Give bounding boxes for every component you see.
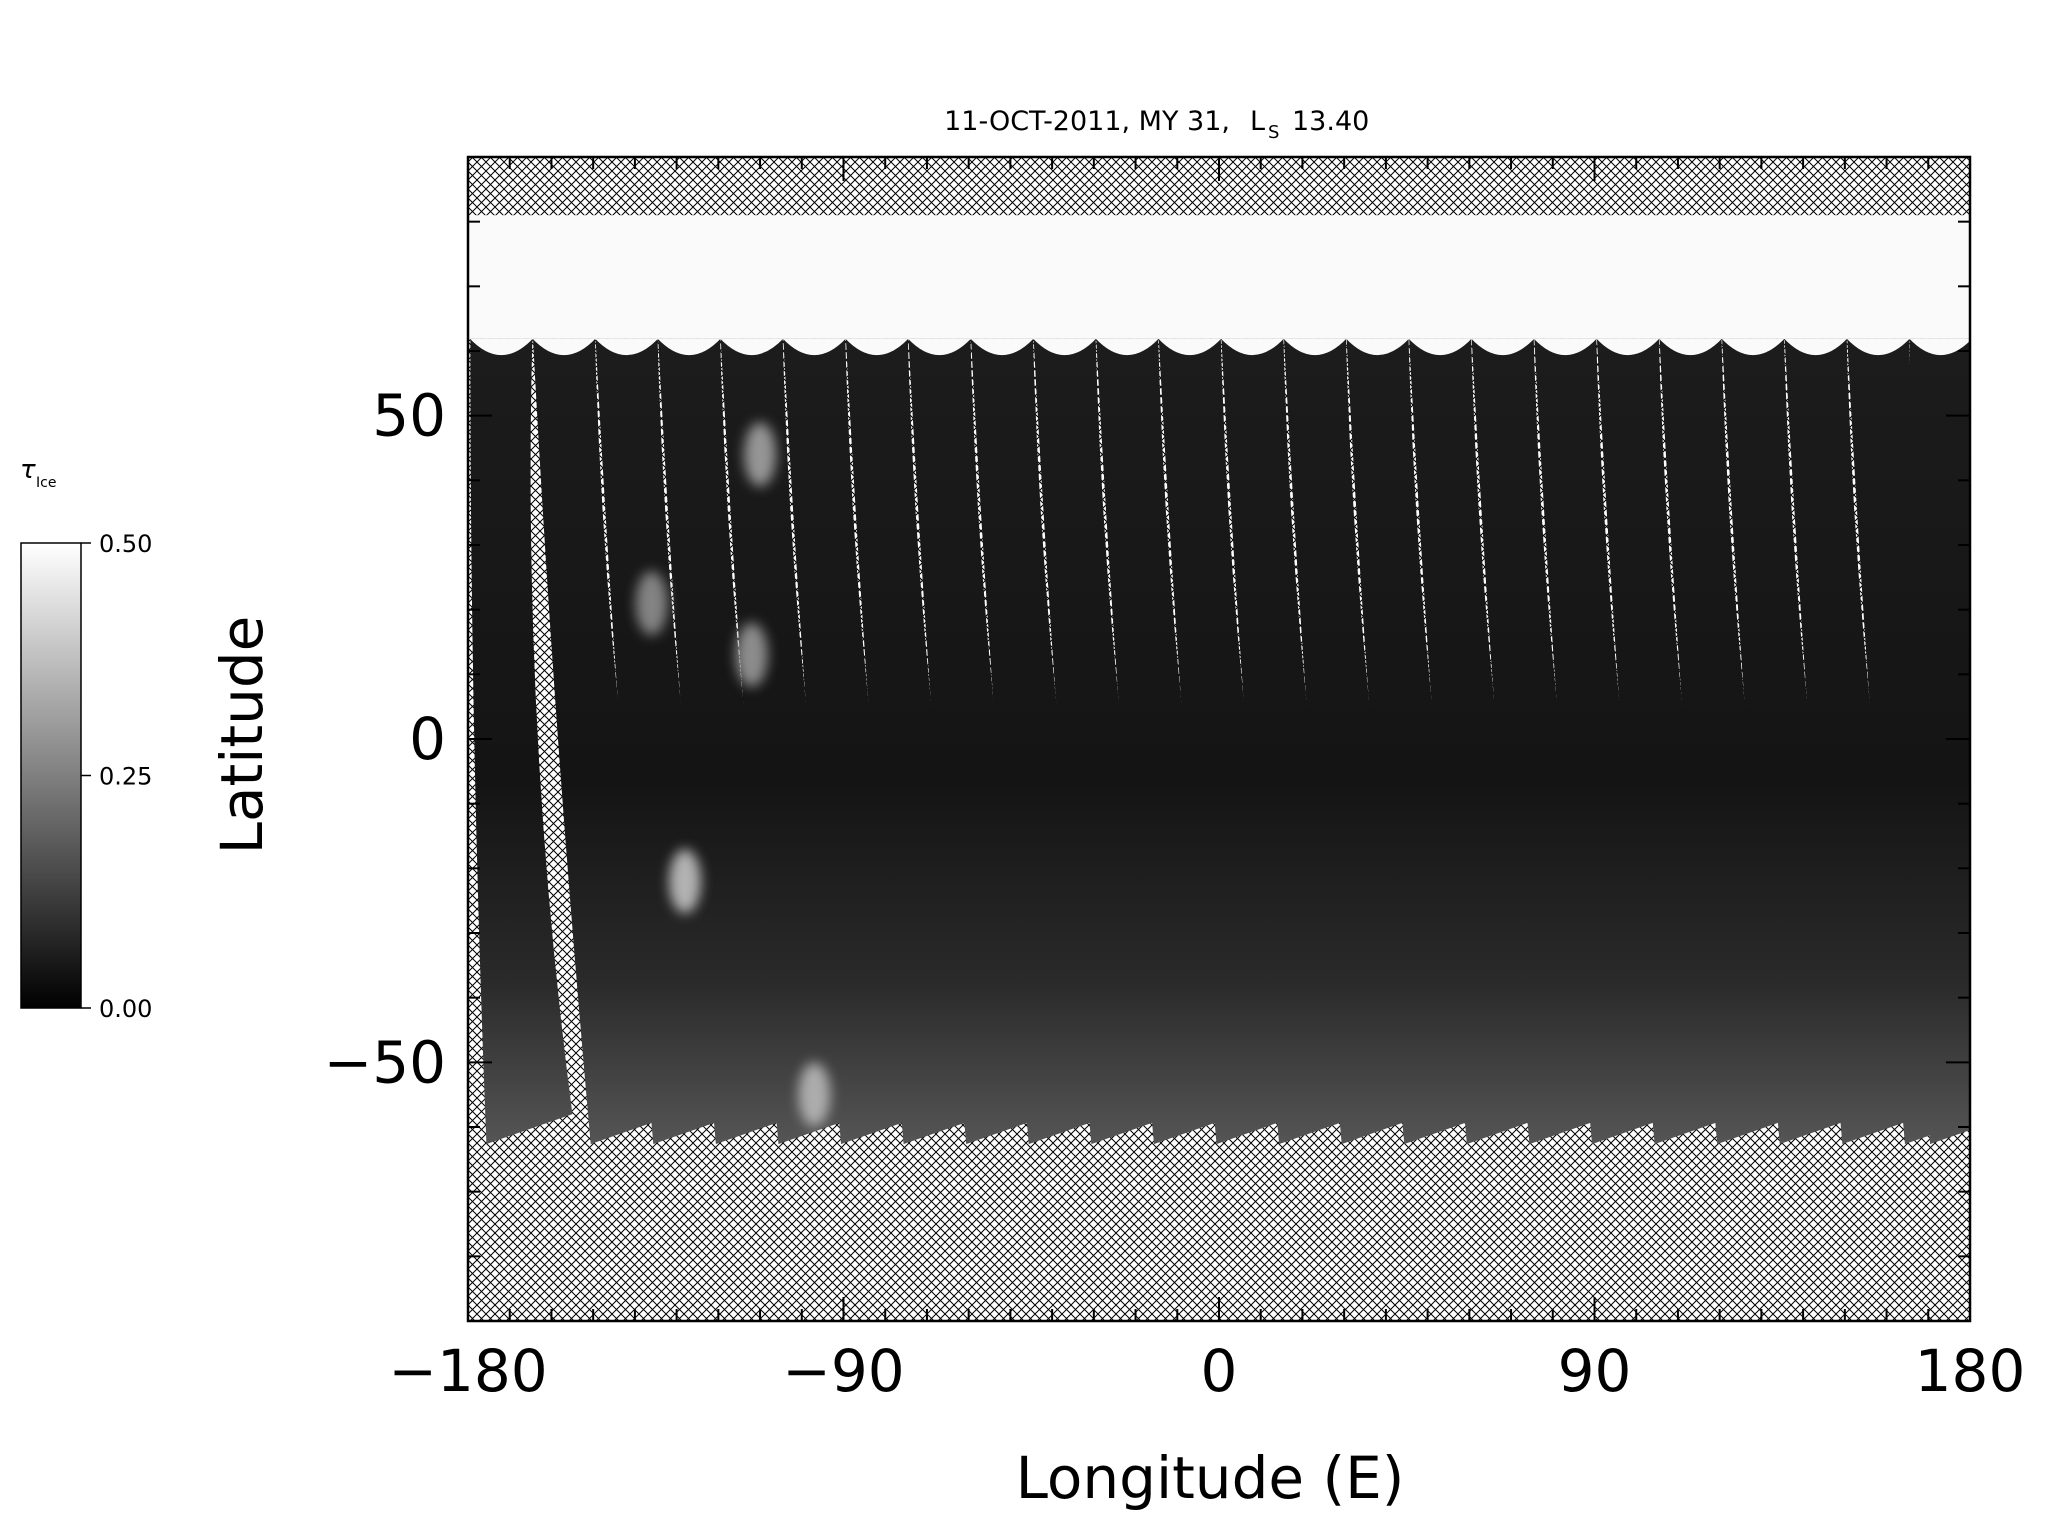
- ice-cloud-patch-3: [735, 622, 768, 687]
- north-cap-lobe-21: [1721, 338, 1786, 356]
- north-cap-lobe-3: [594, 338, 659, 356]
- title-date: 11-OCT-2011, MY 31,: [944, 106, 1230, 137]
- north-cap-lobe-17: [1470, 338, 1535, 356]
- north-cap-lobe-14: [1282, 338, 1347, 356]
- north-cap-lobe-19: [1595, 338, 1660, 356]
- north-cap-lobe-13: [1220, 338, 1285, 356]
- colorbar-tick-label: 0.25: [99, 763, 152, 791]
- plot-content: [468, 215, 1970, 1145]
- north-cap-lobe-12: [1157, 338, 1222, 356]
- ice-cloud-patch-2: [744, 422, 777, 487]
- axis-ticks: −180 −90 0 90 180 −50 0 50: [324, 156, 2026, 1405]
- y-tick-label: −50: [324, 1028, 446, 1096]
- north-cap-lobe-20: [1658, 338, 1723, 356]
- y-tick-label: 0: [409, 705, 446, 773]
- ice-cloud-patch-1: [668, 849, 701, 914]
- north-cap-lobe-1: [469, 338, 534, 356]
- north-cap-lobe-10: [1032, 338, 1097, 356]
- chart-title-ls: L: [1250, 106, 1265, 137]
- x-tick-label: −180: [388, 1337, 547, 1405]
- x-tick-label: 90: [1558, 1337, 1632, 1405]
- north-cap-band: [468, 215, 1970, 339]
- north-cap-lobe-6: [782, 338, 847, 356]
- x-axis-label: Longitude (E): [1016, 1444, 1405, 1512]
- colorbar-label-symbol: τ: [20, 455, 36, 485]
- north-cap-lobe-24: [1908, 338, 1970, 356]
- north-cap-lobe-9: [970, 338, 1035, 356]
- clouds-layer: [635, 422, 831, 1127]
- colorbar-label-subscript: Ice: [36, 475, 56, 491]
- chart-title: 11-OCT-2011, MY 31,: [944, 106, 1230, 137]
- north-cap-lobe-16: [1408, 338, 1473, 356]
- north-cap-lobe-23: [1846, 338, 1911, 356]
- ls-symbol: L: [1250, 106, 1265, 137]
- colorbar-gradient: [20, 542, 82, 1009]
- north-cap-lobe-4: [657, 338, 722, 356]
- north-cap-lobe-11: [1095, 338, 1160, 356]
- ice-cloud-patch-4: [635, 571, 668, 636]
- ice-cloud-patch-5: [798, 1062, 831, 1127]
- colorbar-ticks: 0.50 0.25 0.00: [81, 530, 152, 1023]
- north-cap-layer: [468, 215, 1970, 356]
- colorbar: τ Ice 0.50 0.25 0.00: [20, 455, 152, 1023]
- colorbar-tick-label: 0.00: [99, 995, 152, 1023]
- ls-subscript: S: [1268, 122, 1279, 143]
- orbit-swath-24: [1909, 338, 1970, 1145]
- plot-area: −180 −90 0 90 180 −50 0 50: [324, 155, 2026, 1405]
- ls-value: 13.40: [1292, 106, 1369, 137]
- north-cap-lobe-22: [1783, 338, 1848, 356]
- north-cap-lobe-8: [907, 338, 972, 356]
- north-cap-lobe-18: [1533, 338, 1598, 356]
- x-tick-label: 0: [1201, 1337, 1238, 1405]
- orbit-swath-1: [470, 338, 573, 1145]
- y-axis-label: Latitude: [208, 616, 276, 855]
- north-cap-lobe-2: [531, 338, 596, 356]
- colorbar-tick-label: 0.50: [99, 530, 152, 558]
- north-cap-lobe-5: [719, 338, 784, 356]
- y-tick-label: 50: [372, 382, 446, 450]
- north-cap-lobe-15: [1345, 338, 1410, 356]
- swaths-layer: [470, 338, 1970, 1145]
- x-tick-label: 180: [1915, 1337, 2026, 1405]
- north-cap-lobe-7: [844, 338, 909, 356]
- x-tick-label: −90: [782, 1337, 904, 1405]
